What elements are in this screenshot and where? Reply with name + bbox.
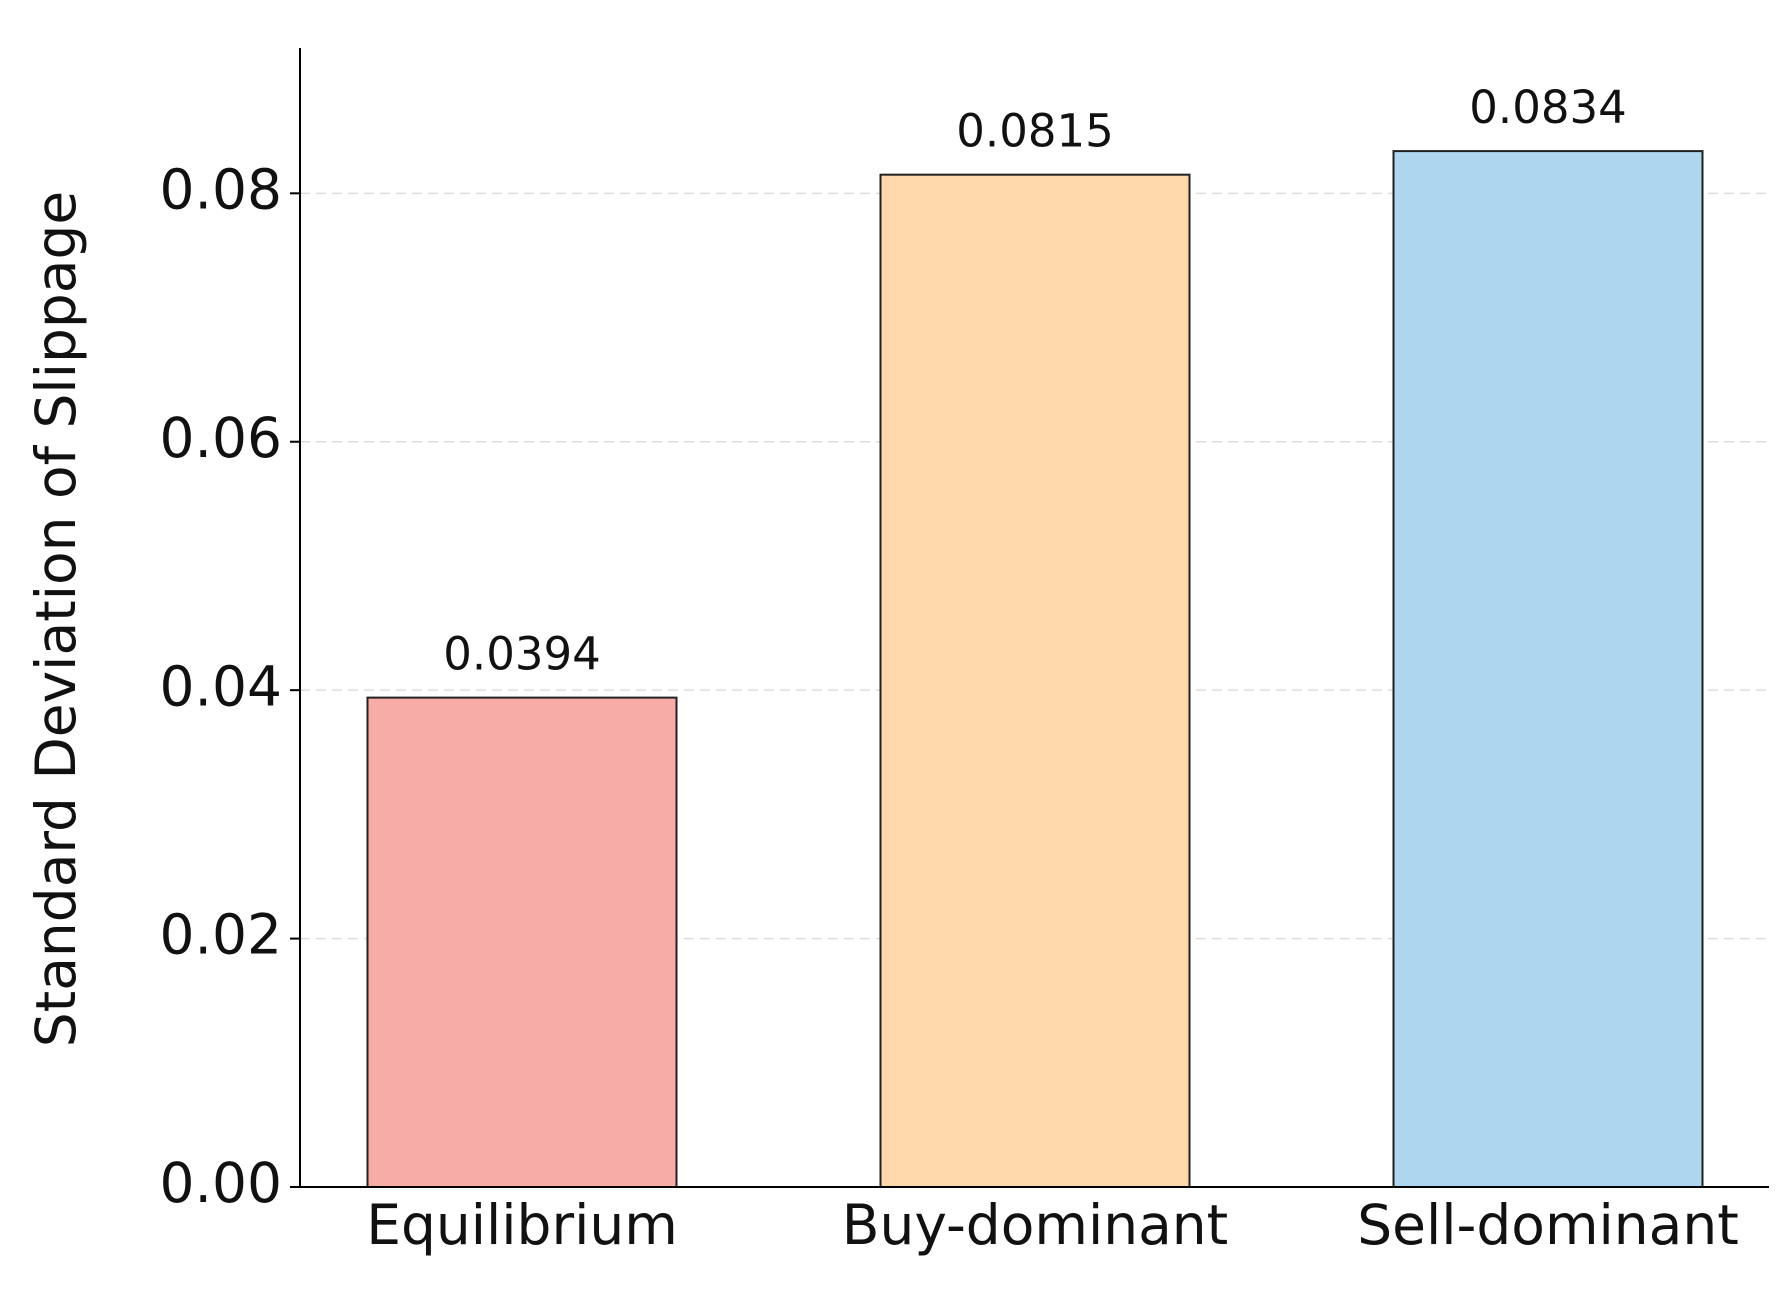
y-tick-label: 0.02 (160, 903, 282, 967)
x-tick-label: Buy-dominant (842, 1193, 1228, 1257)
value-label: 0.0834 (1469, 81, 1626, 134)
y-tick-label: 0.00 (160, 1151, 282, 1215)
x-tick-label: Sell-dominant (1357, 1193, 1739, 1257)
bar (879, 173, 1191, 1189)
y-axis-label: Standard Deviation of Slippage (24, 191, 88, 1048)
value-label: 0.0394 (443, 628, 600, 681)
y-tick-label: 0.06 (160, 406, 282, 470)
y-tick-label: 0.08 (160, 157, 282, 221)
x-tick-label: Equilibrium (366, 1193, 678, 1257)
bar (1392, 150, 1704, 1189)
value-label: 0.0815 (956, 105, 1113, 158)
y-tick-label: 0.04 (160, 654, 282, 718)
bar (366, 696, 678, 1188)
